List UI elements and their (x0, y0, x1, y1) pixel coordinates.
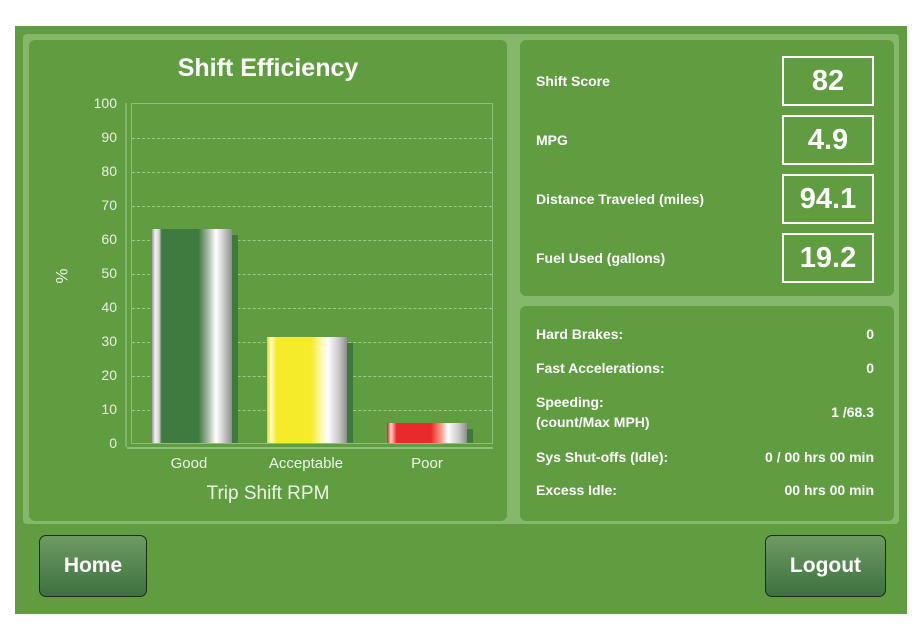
x-axis (127, 447, 493, 449)
stat-speeding: Speeding: (count/Max MPH) 1 /68.3 (536, 392, 874, 432)
stat-value: 1 /68.3 (831, 404, 874, 420)
stat-label: Hard Brakes: (536, 326, 624, 342)
gridline (132, 172, 492, 173)
stat-sublabel: (count/Max MPH) (536, 414, 650, 430)
metric-shift-score: Shift Score 82 (536, 56, 874, 106)
metric-value: 19.2 (782, 233, 874, 283)
y-tick: 0 (109, 435, 117, 451)
bar-poor (387, 423, 473, 443)
x-category: Good (170, 455, 208, 472)
y-tick: 10 (101, 401, 117, 417)
metric-label: Fuel Used (gallons) (536, 250, 666, 266)
metric-mpg: MPG 4.9 (536, 115, 874, 165)
stat-label: Speeding: (536, 394, 604, 410)
stat-label: Excess Idle: (536, 482, 617, 498)
dashboard-frame: Shift Efficiency 100 90 80 70 60 50 40 3… (15, 26, 907, 614)
stat-label: Sys Shut-offs (Idle): (536, 449, 669, 465)
gridline (132, 274, 492, 275)
x-category: Poor (411, 455, 443, 472)
x-category: Acceptable (268, 455, 344, 472)
metric-value: 82 (782, 56, 874, 106)
metric-value: 94.1 (782, 174, 874, 224)
y-tick: 70 (101, 197, 117, 213)
logout-button[interactable]: Logout (765, 535, 886, 597)
bar-acceptable (267, 337, 353, 443)
metric-label: Shift Score (536, 73, 610, 89)
y-tick: 80 (101, 163, 117, 179)
metric-distance: Distance Traveled (miles) 94.1 (536, 174, 874, 224)
gridline (132, 240, 492, 241)
gridline (132, 308, 492, 309)
bar-good (152, 229, 238, 443)
metrics-panel: Shift Score 82 MPG 4.9 Distance Traveled… (520, 40, 894, 296)
y-tick: 60 (101, 231, 117, 247)
metric-value: 4.9 (782, 115, 874, 165)
plot-area (131, 103, 493, 444)
metric-fuel-used: Fuel Used (gallons) 19.2 (536, 233, 874, 283)
home-button[interactable]: Home (39, 535, 147, 597)
content-area: Shift Efficiency 100 90 80 70 60 50 40 3… (23, 34, 899, 524)
y-tick: 20 (101, 367, 117, 383)
y-tick: 50 (101, 265, 117, 281)
y-tick: 90 (101, 129, 117, 145)
stat-value: 0 (866, 326, 874, 342)
metric-label: MPG (536, 132, 568, 148)
y-axis-label: % (52, 268, 72, 284)
y-tick: 100 (93, 95, 117, 111)
shift-efficiency-panel: Shift Efficiency 100 90 80 70 60 50 40 3… (29, 40, 507, 521)
x-axis-label: Trip Shift RPM (206, 483, 330, 504)
stat-value: 0 / 00 hrs 00 min (765, 449, 874, 465)
metric-label: Distance Traveled (miles) (536, 191, 705, 207)
y-axis (125, 103, 127, 447)
driving-stats-panel: Hard Brakes: 0 Fast Accelerations: 0 Spe… (520, 306, 894, 521)
stat-label: Fast Accelerations: (536, 360, 665, 376)
stat-value: 00 hrs 00 min (784, 482, 875, 498)
chart-title: Shift Efficiency (177, 54, 359, 82)
stat-value: 0 (866, 360, 874, 376)
y-tick: 30 (101, 333, 117, 349)
y-tick: 40 (101, 299, 117, 315)
gridline (132, 138, 492, 139)
gridline (132, 206, 492, 207)
